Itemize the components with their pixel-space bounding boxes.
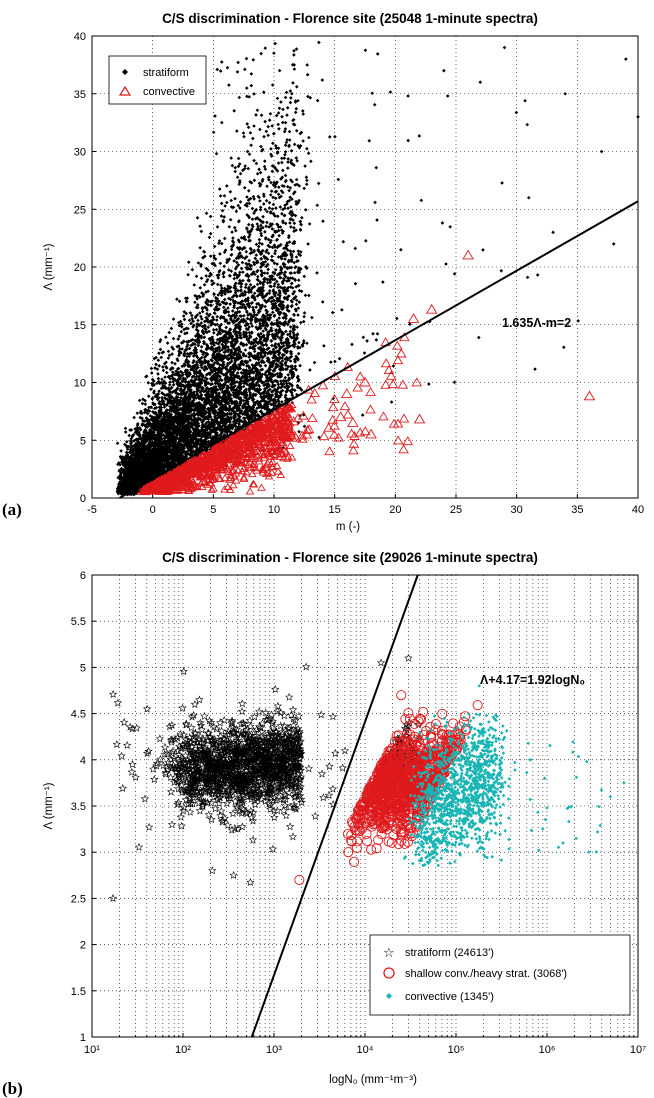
y-tick-label: 30 [74,147,86,159]
y-tick-label: 6 [80,570,86,582]
convective-marks [402,684,626,868]
chart-a-convective-points [136,249,596,496]
chart-b-legend-box [369,934,631,1016]
chart-b-legend: ☆ stratiform (24613') shallow conv./heav… [369,934,631,1016]
chart-b-xlabel: logN₀ (mm⁻¹m⁻³) [329,1074,417,1086]
chart-a-legend-convective: convective [143,86,195,98]
chart-a-legend-box [108,55,207,105]
y-tick-label: 5 [80,662,86,674]
x-tick-label: 20 [389,504,401,516]
chart-b-discrimination-line [250,574,419,1038]
chart-b-legend-stratiform: stratiform (24613') [405,947,494,959]
chart-b-ticks: 10¹ 10² 10³ 10⁴ 10⁵ 10⁶ 10⁷ 1 1.5 2 2.5 3 3.5 4 4.5 5 5.… [71,570,646,1056]
chart-a-ylabel: Λ (mm⁻¹) [43,243,55,290]
y-tick-label: 0 [80,493,86,505]
chart-b-line-label: Λ+4.17=1.92logN₀ [480,673,585,687]
y-tick-label: 1 [80,1032,86,1044]
chart-b-ylabel: Λ (mm⁻¹) [43,782,55,829]
y-tick-label: 2.5 [71,893,86,905]
legend-triangle-icon [118,85,132,96]
x-tick-label: 15 [329,504,341,516]
convective-marks [136,249,596,496]
x-tick-label: 10 [268,504,280,516]
legend-star-icon: ☆ [383,946,395,961]
y-tick-label: 1.5 [71,986,86,998]
chart-a-title: C/S discrimination - Florence site (2504… [162,11,538,26]
chart-a-xlabel: m (-) [336,521,360,533]
chart-a-legend: stratiform convective [108,55,207,105]
x-tick-label: 10² [175,1044,191,1056]
x-tick-label: 25 [450,504,462,516]
chart-a-legend-stratiform: stratiform [143,67,189,79]
y-tick-label: 10 [74,378,86,390]
chart-a: C/S discrimination - Florence site (2504… [2,11,644,533]
x-tick-label: 30 [511,504,523,516]
y-tick-label: 20 [74,262,86,274]
chart-b-convective-points [402,684,626,868]
x-tick-label: 35 [571,504,583,516]
y-tick-label: 35 [74,89,86,101]
chart-b-legend-convective: convective (1345') [405,991,494,1003]
stratiform-marks [115,40,640,497]
chart-b-title: C/S discrimination - Florence site (2902… [162,550,538,565]
y-tick-label: 5 [80,435,86,447]
legend-diamond-icon [122,69,128,75]
chart-b: C/S discrimination - Florence site (2902… [2,550,646,1098]
y-tick-label: 4.5 [71,709,86,721]
x-tick-label: 5 [210,504,216,516]
y-tick-label: 4 [80,755,86,767]
legend-circle-icon [383,967,395,979]
x-tick-label: -5 [87,504,97,516]
y-tick-label: 25 [74,204,86,216]
y-tick-label: 15 [74,320,86,332]
x-tick-label: 10⁵ [448,1044,465,1056]
chart-a-stratiform-points [115,40,640,497]
panel-label-a: (a) [2,500,22,519]
x-tick-label: 10³ [266,1044,282,1056]
chart-a-line-label: 1.635Λ-m=2 [502,316,571,330]
x-tick-label: 40 [632,504,644,516]
x-tick-label: 10¹ [84,1044,100,1056]
chart-b-legend-shallow: shallow conv./heavy strat. (3068') [405,968,567,980]
y-tick-label: 5.5 [71,616,86,628]
chart-a-discrimination-line [119,200,639,499]
y-tick-label: 2 [80,940,86,952]
x-tick-label: 0 [150,504,156,516]
panel-label-b: (b) [2,1079,23,1098]
x-tick-label: 10⁴ [357,1044,374,1056]
y-tick-label: 40 [74,31,86,43]
y-tick-label: 3.5 [71,801,86,813]
y-tick-label: 3 [80,847,86,859]
shallow-marks [294,690,483,885]
x-tick-label: 10⁶ [539,1044,556,1056]
x-tick-label: 10⁷ [630,1044,646,1056]
chart-b-shallow-points [294,690,483,885]
legend-diamond-icon [386,993,392,999]
